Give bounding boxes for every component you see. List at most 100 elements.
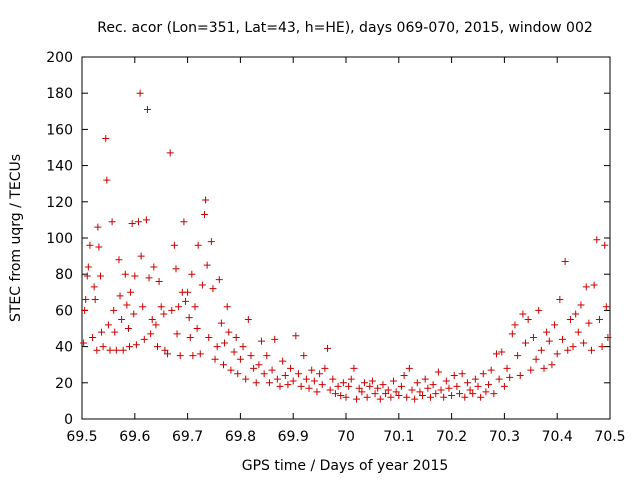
data-point [236,355,244,363]
data-point [461,393,469,401]
data-point [82,296,90,304]
data-point [186,334,194,342]
data-point [230,348,238,356]
data-point [318,381,326,389]
data-point [424,384,432,392]
data-point [308,366,316,374]
data-point [590,281,598,289]
data-point [326,386,334,394]
data-point [463,379,471,387]
data-point [250,364,258,372]
data-point [400,372,408,380]
y-tick-label: 200 [46,50,73,66]
x-tick-label: 70.1 [383,429,414,445]
data-point [128,220,136,228]
data-point [329,375,337,383]
data-point [492,350,500,358]
data-point [132,341,140,349]
data-point [495,375,503,383]
x-tick-label: 70 [337,429,355,445]
data-point [139,303,147,311]
data-point [498,348,506,356]
data-point [95,243,103,251]
data-point [220,361,228,369]
x-tick-label: 70.4 [542,429,573,445]
data-point [268,366,276,374]
data-point [593,236,601,244]
x-tick-label: 69.9 [278,429,309,445]
data-point [94,223,102,231]
y-tick-label: 0 [64,412,73,428]
data-point [500,382,508,390]
data-point [180,218,188,226]
data-point [127,288,135,296]
data-point [81,306,89,314]
x-tick-label: 70.3 [489,429,520,445]
data-point [524,315,532,323]
data-point [574,328,582,336]
data-point [602,303,610,311]
data-point [558,335,566,343]
data-point [294,370,302,378]
data-point [426,393,434,401]
data-point [442,377,450,385]
data-point [310,377,318,385]
data-point [392,388,400,396]
data-point [143,105,151,113]
data-point [258,337,266,345]
data-point [175,303,183,311]
y-tick-label: 80 [55,267,73,283]
data-point [432,390,440,398]
y-axis-label: STEC from uqrg / TECUs [8,154,24,322]
data-point [371,390,379,398]
data-point [211,355,219,363]
data-point [173,330,181,338]
data-points [80,89,612,403]
data-point [185,314,193,322]
data-point [434,368,442,376]
data-point [366,382,374,390]
data-point [353,395,361,403]
data-point [390,377,398,385]
data-point [582,283,590,291]
data-point [198,281,206,289]
data-point [421,375,429,383]
axes-ticks: 69.5 69.6 69.7 69.8 69.9 70 70.1 70.2 70.3 70.4 70… [46,50,625,445]
data-point [188,270,196,278]
data-point [181,297,189,305]
data-point [324,344,332,352]
x-tick-label: 70.2 [436,429,467,445]
data-point [305,384,313,392]
data-point [529,334,537,342]
data-point [191,303,199,311]
data-point [384,386,392,394]
data-point [160,310,168,318]
data-point [588,346,596,354]
data-point [456,390,464,398]
data-point [403,393,411,401]
data-point [115,256,123,264]
data-point [221,339,229,347]
data-point [416,388,424,396]
data-point [215,276,223,284]
data-point [193,325,201,332]
data-point [300,352,308,360]
data-point [374,384,382,392]
data-point [227,366,235,374]
data-point [543,328,551,336]
y-tick-label: 20 [55,376,73,392]
data-point [96,272,104,280]
data-point [166,149,174,157]
data-point [445,384,453,392]
data-point [234,370,242,378]
y-tick-label: 40 [55,340,73,356]
y-tick-label: 100 [46,231,73,247]
data-point [287,364,295,372]
data-point [271,335,279,343]
data-point [514,352,522,360]
data-point [408,386,416,394]
data-point [545,337,553,345]
data-point [360,379,368,387]
data-point [84,263,92,271]
data-point [289,377,297,385]
